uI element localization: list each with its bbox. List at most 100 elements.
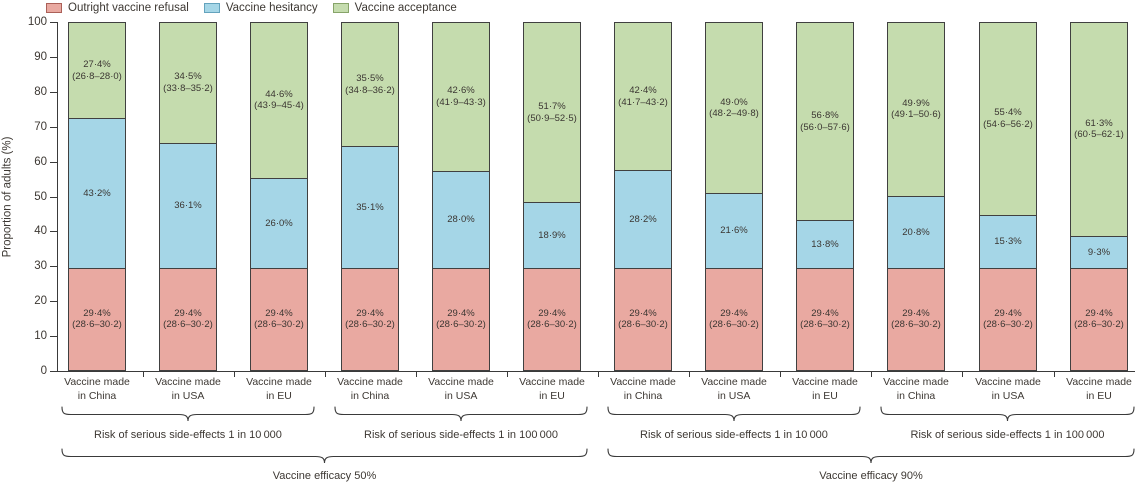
bar-8: 49·0% (48·2–49·8) 21·6% 29·4% (28·6–30·2) — [705, 22, 763, 371]
segment-value: 18·9% — [538, 229, 566, 241]
y-tick-label: 0 — [40, 365, 47, 377]
risk-group-label: Risk of serious side-effects 1 in 10 000 — [640, 429, 828, 441]
x-category-label-line: in EU — [539, 389, 565, 402]
segment-value: 49·0% — [720, 96, 748, 108]
segment-ci: (41·9–43·3) — [436, 96, 486, 108]
y-tick-label: 80 — [34, 85, 47, 98]
segment-hesitancy: 9·3% — [1071, 235, 1127, 268]
segment-ci: (28·6–30·2) — [254, 319, 304, 331]
segment-refusal: 29·4% (28·6–30·2) — [1071, 267, 1127, 370]
y-tick-label: 40 — [34, 225, 47, 238]
segment-hesitancy: 35·1% — [342, 146, 398, 268]
legend-swatch-hesitancy — [203, 2, 220, 13]
segment-refusal: 29·4% (28·6–30·2) — [433, 267, 489, 370]
segment-value: 29·4% — [629, 307, 657, 319]
x-category-label-line: in China — [623, 389, 663, 402]
segment-ci: (34·8–36·2) — [345, 84, 395, 96]
x-category-label-line: in EU — [812, 389, 838, 402]
segment-value: 55·4% — [994, 107, 1022, 119]
segment-value: 29·4% — [811, 307, 839, 319]
segment-refusal: 29·4% (28·6–30·2) — [251, 267, 307, 370]
segment-ci: (43·9–45·4) — [254, 100, 304, 112]
x-category-label: Vaccine made in EU — [779, 376, 871, 403]
bar-10: 49·9% (49·1–50·6) 20·8% 29·4% (28·6–30·2) — [887, 22, 945, 371]
x-category-label: Vaccine made in China — [870, 376, 962, 403]
x-category-label-line: Vaccine made — [337, 376, 403, 388]
legend: Outright vaccine refusal Vaccine hesitanc… — [46, 0, 457, 15]
segment-value: 9·3% — [1087, 246, 1111, 258]
x-category-label-line: Vaccine made — [883, 376, 949, 388]
y-tick — [50, 371, 57, 372]
risk-brace — [334, 406, 588, 422]
x-category-label-line: in EU — [266, 389, 292, 402]
segment-hesitancy: 18·9% — [524, 202, 580, 268]
segment-value: 28·2% — [629, 213, 657, 225]
segment-acceptance: 49·0% (48·2–49·8) — [706, 23, 762, 194]
segment-acceptance: 56·8% (56·0–57·6) — [797, 23, 853, 221]
segment-value: 44·6% — [265, 88, 293, 100]
bar-1: 27·4% (26·8–28·0) 43·2% 29·4% (28·6–30·2) — [68, 22, 126, 371]
segment-refusal: 29·4% (28·6–30·2) — [706, 267, 762, 370]
x-tick — [507, 371, 508, 377]
legend-swatch-acceptance — [332, 2, 349, 13]
x-category-label: Vaccine made in USA — [415, 376, 507, 403]
x-tick — [143, 371, 144, 377]
x-category-label-line: Vaccine made — [701, 376, 767, 388]
segment-refusal: 29·4% (28·6–30·2) — [797, 267, 853, 370]
x-axis-line — [57, 371, 1135, 372]
segment-acceptance: 44·6% (43·9–45·4) — [251, 23, 307, 178]
x-tick — [780, 371, 781, 377]
segment-value: 29·4% — [720, 307, 748, 319]
y-tick — [50, 56, 57, 58]
y-tick — [50, 196, 57, 198]
segment-ci: (28·6–30·2) — [709, 319, 759, 331]
segment-ci: (28·6–30·2) — [983, 319, 1033, 331]
segment-hesitancy: 43·2% — [69, 118, 125, 268]
segment-acceptance: 49·9% (49·1–50·6) — [888, 23, 944, 196]
segment-value: 34·5% — [174, 71, 202, 83]
x-category-label: Vaccine made in USA — [688, 376, 780, 403]
legend-label: Vaccine hesitancy — [225, 1, 318, 14]
y-axis-line — [57, 22, 58, 372]
segment-value: 56·8% — [811, 110, 839, 122]
y-tick-label: 20 — [34, 295, 47, 308]
x-category-label-line: Vaccine made — [792, 376, 858, 388]
segment-value: 51·7% — [538, 101, 566, 113]
segment-value: 29·4% — [356, 307, 384, 319]
segment-ci: (28·6–30·2) — [72, 319, 122, 331]
segment-ci: (28·6–30·2) — [345, 319, 395, 331]
legend-item-hesitancy: Vaccine hesitancy — [203, 1, 318, 14]
y-tick — [50, 336, 57, 338]
y-tick — [50, 91, 57, 93]
y-tick — [50, 22, 57, 23]
segment-hesitancy: 28·2% — [615, 170, 671, 268]
x-category-label-line: in China — [896, 389, 936, 402]
x-category-label-line: Vaccine made — [610, 376, 676, 388]
segment-acceptance: 42·6% (41·9–43·3) — [433, 23, 489, 171]
bar-4: 35·5% (34·8–36·2) 35·1% 29·4% (28·6–30·2) — [341, 22, 399, 371]
segment-ci: (56·0–57·6) — [800, 121, 850, 133]
segment-value: 49·9% — [902, 97, 930, 109]
segment-ci: (28·6–30·2) — [527, 319, 577, 331]
risk-group-label: Risk of serious side-effects 1 in 100 00… — [364, 429, 558, 441]
x-tick — [416, 371, 417, 377]
segment-value: 61·3% — [1085, 117, 1113, 129]
segment-value: 29·4% — [902, 307, 930, 319]
segment-value: 36·1% — [174, 200, 202, 212]
x-category-label: Vaccine made in EU — [233, 376, 325, 403]
bar-11: 55·4% (54·6–56·2) 15·3% 29·4% (28·6–30·2) — [979, 22, 1037, 371]
segment-acceptance: 35·5% (34·8–36·2) — [342, 23, 398, 147]
segment-value: 35·1% — [356, 201, 384, 213]
risk-brace — [61, 406, 315, 422]
y-tick — [50, 301, 57, 303]
segment-value: 20·8% — [902, 226, 930, 238]
segment-value: 29·4% — [1085, 307, 1113, 319]
segment-refusal: 29·4% (28·6–30·2) — [342, 267, 398, 370]
segment-value: 42·4% — [629, 85, 657, 97]
efficacy-brace — [61, 448, 588, 464]
x-tick — [325, 371, 326, 377]
y-tick-label: 60 — [34, 155, 47, 168]
x-tick — [234, 371, 235, 377]
y-axis-label: Proportion of adults (%) — [1, 136, 14, 258]
bar-5: 42·6% (41·9–43·3) 28·0% 29·4% (28·6–30·2) — [432, 22, 490, 371]
